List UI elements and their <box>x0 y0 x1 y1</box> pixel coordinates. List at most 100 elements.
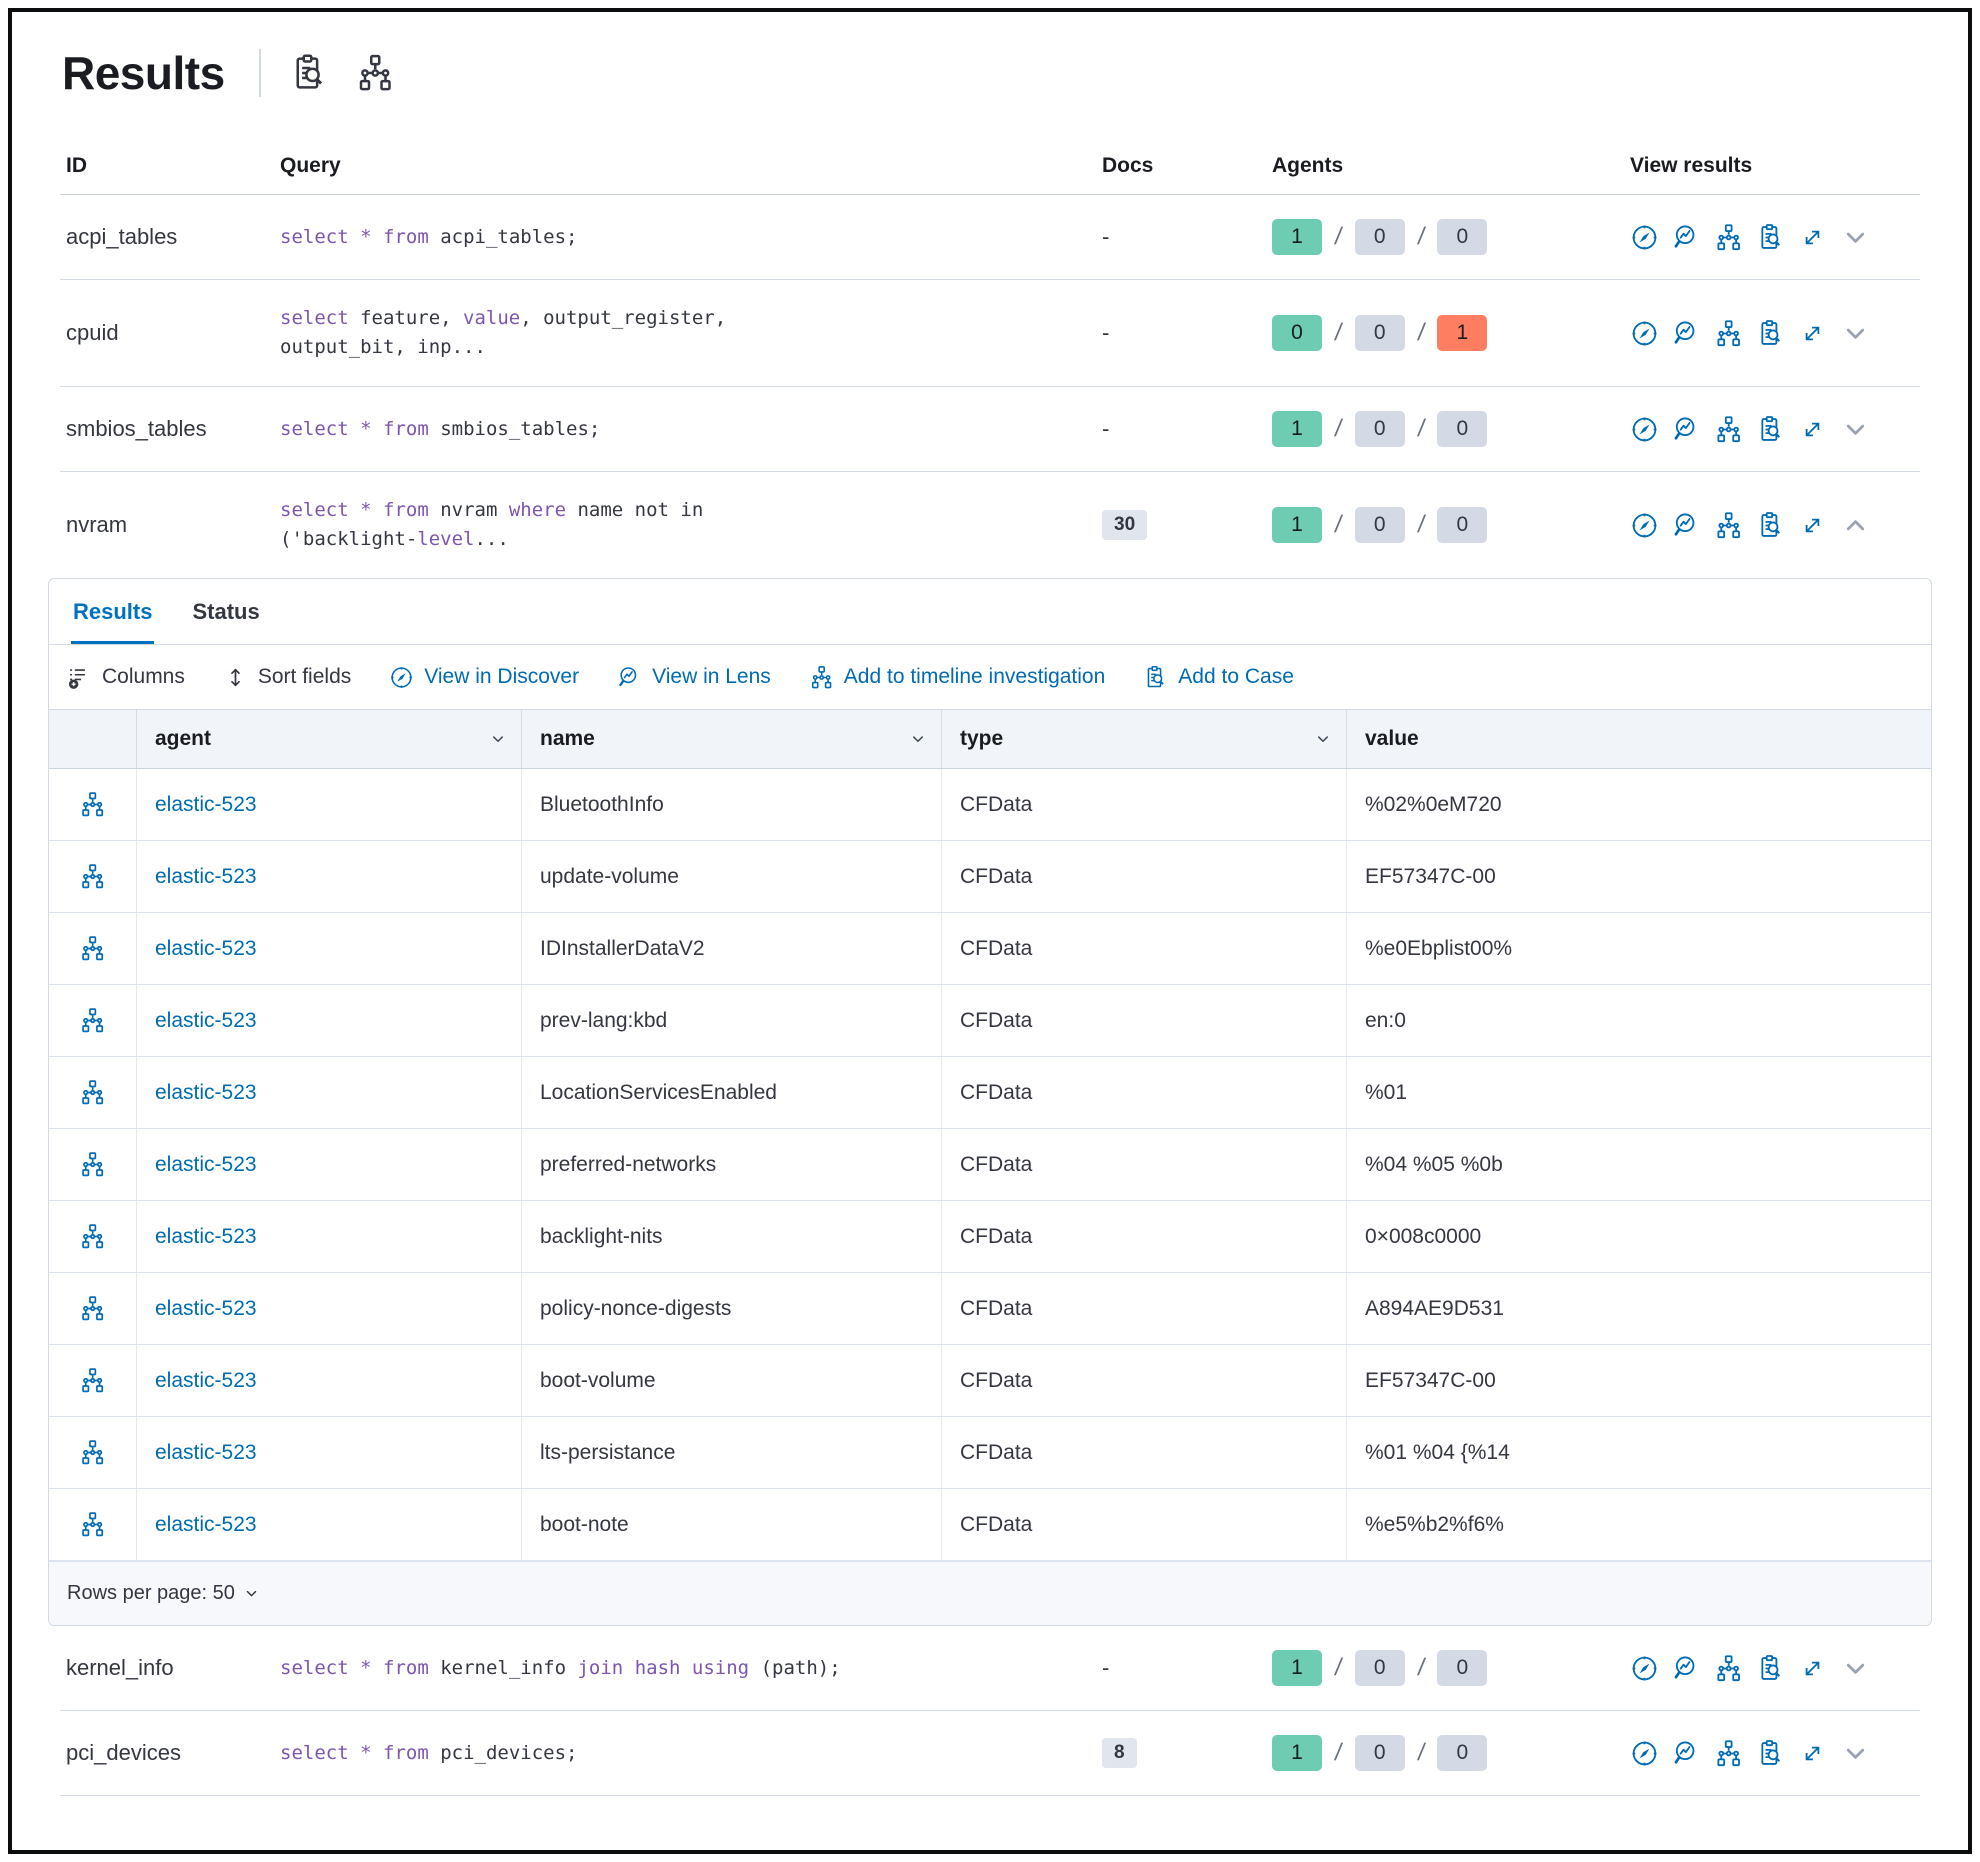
agent-link[interactable]: elastic-523 <box>155 1080 257 1104</box>
expand-results-icon[interactable] <box>1798 1739 1827 1768</box>
view-in-discover-icon[interactable] <box>1630 1739 1659 1768</box>
column-header-type[interactable]: type <box>942 710 1347 768</box>
chevron-down-icon[interactable] <box>909 730 927 748</box>
view-in-lens-icon[interactable] <box>1672 1739 1701 1768</box>
view-in-discover-icon[interactable] <box>1630 319 1659 348</box>
agent-link[interactable]: elastic-523 <box>155 1440 257 1464</box>
grid-header-row: agent name type value <box>49 710 1931 769</box>
add-to-case-icon[interactable] <box>289 53 329 93</box>
view-in-lens-button[interactable]: View in Lens <box>617 665 771 690</box>
sort-fields-button[interactable]: Sort fields <box>223 665 351 690</box>
agent-link[interactable]: elastic-523 <box>155 1296 257 1320</box>
add-to-timeline-icon[interactable] <box>355 53 395 93</box>
chevron-down-icon[interactable] <box>1314 730 1332 748</box>
add-to-timeline-icon[interactable] <box>1714 1654 1743 1683</box>
query-row: nvram select * from nvram where name not … <box>60 472 1920 578</box>
view-in-lens-icon[interactable] <box>1672 511 1701 540</box>
add-to-timeline-icon[interactable] <box>1714 415 1743 444</box>
agent-link[interactable]: elastic-523 <box>155 936 257 960</box>
agents-separator: / <box>1415 223 1427 250</box>
agent-link[interactable]: elastic-523 <box>155 1512 257 1536</box>
open-session-view-icon[interactable] <box>79 1439 106 1466</box>
row-leading-cell <box>49 1057 137 1128</box>
column-header-name[interactable]: name <box>522 710 942 768</box>
name-cell: boot-volume <box>522 1345 942 1416</box>
add-to-timeline-icon[interactable] <box>1714 1739 1743 1768</box>
add-to-case-icon[interactable] <box>1756 223 1785 252</box>
add-to-timeline-icon[interactable] <box>1714 319 1743 348</box>
table-row: elastic-523 boot-note CFData %e5%b2%f6% <box>49 1489 1931 1561</box>
add-to-timeline-icon[interactable] <box>1714 511 1743 540</box>
row-leading-cell <box>49 985 137 1056</box>
expand-row-icon[interactable] <box>1840 318 1871 349</box>
agents-failed-badge: 1 <box>1437 315 1488 351</box>
open-session-view-icon[interactable] <box>79 1079 106 1106</box>
sql-code: select feature, value, output_register, … <box>280 307 727 358</box>
rows-per-page-label: Rows per page: 50 <box>67 1582 235 1604</box>
view-in-discover-button[interactable]: View in Discover <box>389 665 579 690</box>
open-session-view-icon[interactable] <box>79 1295 106 1322</box>
view-in-discover-icon[interactable] <box>1630 223 1659 252</box>
docs-count-badge: 8 <box>1102 1738 1137 1768</box>
expand-row-icon[interactable] <box>1840 1653 1871 1684</box>
open-session-view-icon[interactable] <box>79 791 106 818</box>
column-header-agent[interactable]: agent <box>137 710 522 768</box>
open-session-view-icon[interactable] <box>79 1223 106 1250</box>
column-header-id: ID <box>66 154 87 177</box>
chevron-down-icon[interactable] <box>489 730 507 748</box>
add-to-case-icon[interactable] <box>1756 1654 1785 1683</box>
collapse-row-icon[interactable] <box>1840 510 1871 541</box>
lens-icon <box>617 665 642 690</box>
open-session-view-icon[interactable] <box>79 1007 106 1034</box>
add-to-case-icon[interactable] <box>1756 319 1785 348</box>
add-to-case-icon[interactable] <box>1756 415 1785 444</box>
tab-results[interactable]: Results <box>71 597 155 644</box>
expand-row-icon[interactable] <box>1840 1738 1871 1769</box>
value-cell: %04 %05 %0b <box>1365 1152 1503 1176</box>
agent-link[interactable]: elastic-523 <box>155 1368 257 1392</box>
agent-link[interactable]: elastic-523 <box>155 864 257 888</box>
view-in-lens-icon[interactable] <box>1672 223 1701 252</box>
row-leading-cell <box>49 913 137 984</box>
agents-separator: / <box>1415 1654 1427 1681</box>
expand-results-icon[interactable] <box>1798 223 1827 252</box>
view-in-discover-icon[interactable] <box>1630 511 1659 540</box>
agent-link[interactable]: elastic-523 <box>155 1224 257 1248</box>
open-session-view-icon[interactable] <box>79 1367 106 1394</box>
grid-column-label: type <box>960 727 1004 750</box>
name-cell: BluetoothInfo <box>522 769 942 840</box>
expand-results-icon[interactable] <box>1798 511 1827 540</box>
columns-button[interactable]: Columns <box>67 665 185 690</box>
expand-results-icon[interactable] <box>1798 415 1827 444</box>
column-header-agents: Agents <box>1272 154 1344 177</box>
expand-row-icon[interactable] <box>1840 222 1871 253</box>
view-in-discover-icon[interactable] <box>1630 1654 1659 1683</box>
agent-link[interactable]: elastic-523 <box>155 1008 257 1032</box>
expand-row-icon[interactable] <box>1840 414 1871 445</box>
add-to-case-button[interactable]: Add to Case <box>1143 665 1294 690</box>
expand-results-icon[interactable] <box>1798 319 1827 348</box>
view-in-discover-icon[interactable] <box>1630 415 1659 444</box>
agent-link[interactable]: elastic-523 <box>155 1152 257 1176</box>
tab-status[interactable]: Status <box>192 599 260 624</box>
agent-link[interactable]: elastic-523 <box>155 792 257 816</box>
view-in-lens-icon[interactable] <box>1672 1654 1701 1683</box>
add-to-case-icon[interactable] <box>1756 511 1785 540</box>
agents-separator: / <box>1333 1739 1344 1766</box>
agent-cell: elastic-523 <box>137 1417 522 1488</box>
open-session-view-icon[interactable] <box>79 935 106 962</box>
sort-icon <box>223 665 248 690</box>
add-to-timeline-icon[interactable] <box>1714 223 1743 252</box>
open-session-view-icon[interactable] <box>79 1151 106 1178</box>
expand-results-icon[interactable] <box>1798 1654 1827 1683</box>
rows-per-page-button[interactable]: Rows per page: 50 <box>67 1582 260 1605</box>
add-to-timeline-investigation-button[interactable]: Add to timeline investigation <box>809 665 1105 690</box>
view-in-lens-icon[interactable] <box>1672 415 1701 444</box>
open-session-view-icon[interactable] <box>79 1511 106 1538</box>
view-in-lens-icon[interactable] <box>1672 319 1701 348</box>
add-to-case-icon[interactable] <box>1756 1739 1785 1768</box>
timeline-icon <box>809 665 834 690</box>
open-session-view-icon[interactable] <box>79 863 106 890</box>
docs-empty-dash: - <box>1102 320 1110 345</box>
type-cell: CFData <box>942 1489 1347 1560</box>
